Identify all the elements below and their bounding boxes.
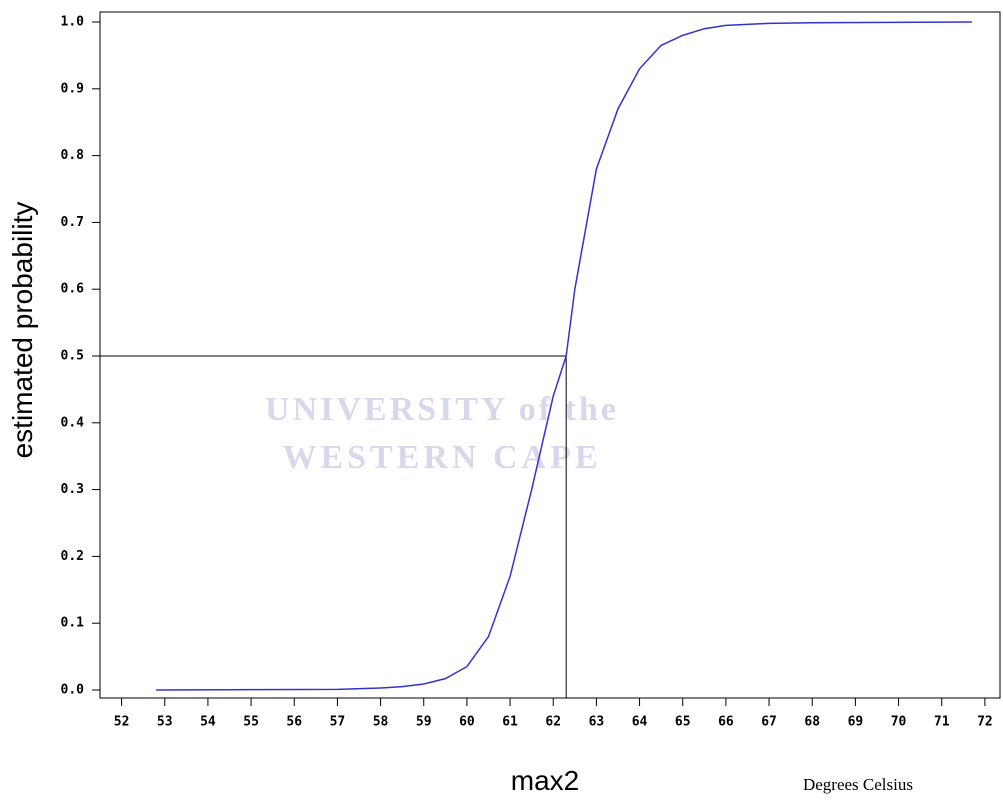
x-axis-label: max2 — [511, 765, 579, 796]
x-tick-label: 65 — [675, 715, 691, 730]
plot-frame — [100, 12, 1000, 698]
x-tick-label: 60 — [459, 715, 475, 730]
x-tick-label: 59 — [416, 715, 432, 730]
y-tick-label: 0.1 — [61, 616, 85, 631]
x-tick-label: 70 — [891, 715, 907, 730]
x-tick-label: 54 — [200, 715, 216, 730]
x-tick-label: 52 — [114, 715, 130, 730]
annotation: Degrees Celsius — [803, 775, 913, 794]
x-tick-label: 72 — [977, 715, 993, 730]
x-tick-label: 66 — [718, 715, 734, 730]
y-tick-label: 0.6 — [61, 282, 85, 297]
y-tick-label: 0.0 — [61, 682, 85, 697]
x-tick-label: 63 — [589, 715, 605, 730]
y-tick-label: 0.3 — [61, 482, 84, 497]
chart: estimated probability max2 Degrees Celsi… — [0, 0, 1003, 805]
y-axis-label: estimated probability — [7, 202, 38, 459]
x-tick-label: 71 — [934, 715, 950, 730]
y-tick-label: 0.9 — [61, 81, 84, 96]
x-tick-label: 67 — [761, 715, 777, 730]
y-tick-label: 0.4 — [61, 415, 85, 430]
watermark: WESTERN CAPE — [282, 439, 601, 476]
x-tick-label: 58 — [373, 715, 389, 730]
y-tick-label: 0.5 — [61, 349, 84, 364]
x-tick-label: 55 — [243, 715, 259, 730]
x-tick-label: 53 — [157, 715, 173, 730]
x-tick-label: 69 — [848, 715, 864, 730]
x-tick-label: 62 — [545, 715, 561, 730]
x-tick-label: 57 — [330, 715, 346, 730]
x-tick-label: 56 — [286, 715, 302, 730]
x-tick-label: 64 — [632, 715, 648, 730]
y-tick-label: 0.2 — [61, 549, 84, 564]
y-tick-label: 0.8 — [61, 148, 85, 163]
y-tick-label: 0.7 — [61, 215, 84, 230]
x-tick-label: 61 — [502, 715, 518, 730]
y-tick-label: 1.0 — [61, 15, 85, 30]
x-tick-label: 68 — [804, 715, 820, 730]
